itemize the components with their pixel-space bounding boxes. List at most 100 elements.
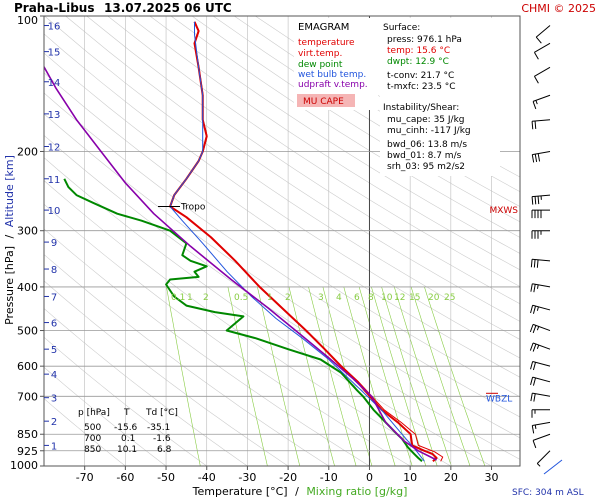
- altitude-tick-label: 10: [48, 206, 61, 217]
- series-wet-bulb-temp: [169, 21, 425, 462]
- x-tick-label: -10: [320, 471, 338, 484]
- altitude-tick-label: 2: [51, 417, 57, 428]
- table-cell: 6.8: [157, 445, 172, 455]
- altitude-tick-label: 3: [51, 394, 57, 405]
- wind-barb-feather: [532, 343, 537, 352]
- dry-adiabat: [65, 16, 520, 322]
- wind-barb-feather: [534, 196, 537, 205]
- plot-frame: [43, 15, 521, 467]
- surface-background: [380, 18, 500, 176]
- mixing-ratio-label: 25: [444, 293, 455, 303]
- legend-temperature: temperature: [298, 38, 355, 48]
- pressure-tick-label: 925: [17, 445, 38, 458]
- x-tick-label: -70: [76, 471, 94, 484]
- wind-barb-feather: [532, 377, 536, 386]
- surface-press: press: 976.1 hPa: [387, 35, 462, 45]
- legend: EMAGRAM temperature virt.temp. dew point…: [294, 18, 378, 110]
- mixing-ratio-label: 15: [409, 293, 420, 303]
- wind-barb-staff: [534, 66, 551, 77]
- pressure-tick-label: 850: [17, 428, 38, 441]
- mixing-ratio-label: 6: [354, 293, 360, 303]
- mucape-swatch: [297, 94, 355, 107]
- wind-barb-staff: [532, 433, 551, 441]
- wind-barb: [532, 94, 551, 110]
- level-table: p [hPa] T Td [°C] 500 -15.6 -35.1 700 0.…: [78, 408, 178, 455]
- wind-barb-half-feather: [536, 463, 541, 467]
- table-header-t: T: [123, 408, 130, 418]
- wind-barb-feather: [530, 283, 533, 292]
- wind-barb: [531, 150, 551, 163]
- pressure-tick-label: 400: [17, 281, 38, 294]
- table-header-td: Td [°C]: [145, 408, 178, 418]
- datetime-title: 13.07.2025 06 UTC: [104, 1, 232, 15]
- mixing-ratio-label: 10: [381, 293, 393, 303]
- wind-barb: [531, 230, 550, 239]
- wind-barb-feather: [532, 305, 536, 314]
- wind-barb-staff: [535, 25, 551, 38]
- instability-srh03: srh_03: 95 m2/s2: [387, 162, 465, 172]
- dry-adiabat: [44, 72, 520, 398]
- x-tick-label: 10: [403, 471, 417, 484]
- tropopause-label: Tropo: [180, 202, 206, 212]
- wind-barb-half-feather: [536, 306, 539, 311]
- x-tick-label: -30: [238, 471, 256, 484]
- table-cell: 500: [84, 423, 101, 433]
- wind-barb-feather: [533, 52, 539, 60]
- mixing-ratio-label: 1: [187, 293, 193, 303]
- wind-barb-feather: [537, 196, 540, 205]
- y-axis-label: Pressure [hPa]: [3, 246, 16, 325]
- pressure-tick-label: 700: [17, 390, 38, 403]
- wind-barb-half-feather: [535, 100, 538, 105]
- instability-mucape: mu_cape: 35 J/kg: [387, 115, 465, 125]
- mixing-ratio-label: 12: [394, 293, 405, 303]
- wind-barb: [531, 409, 550, 418]
- wind-barb-feather: [529, 342, 534, 351]
- surface-tmxfc: t-mxfc: 23.5 °C: [387, 82, 456, 92]
- wind-barb-feather: [530, 393, 533, 402]
- surface-panel: Surface: press: 976.1 hPa temp: 15.6 °C …: [380, 18, 500, 176]
- pressure-tick-label: 500: [17, 325, 38, 338]
- pressure-tick-label: 600: [17, 360, 38, 373]
- table-header-p: p [hPa]: [78, 408, 110, 418]
- altitude-tick-label: 16: [48, 22, 61, 33]
- mixing-ratio-label: 2: [285, 293, 291, 303]
- altitude-tick-label: 5: [51, 345, 57, 356]
- table-cell: 0.1: [121, 434, 135, 444]
- table-cell: 700: [84, 434, 101, 444]
- wind-barb: [529, 323, 551, 334]
- mixing-ratio-label: 20: [428, 293, 440, 303]
- wind-barb: [533, 66, 551, 84]
- wind-barb-half-feather: [536, 326, 540, 331]
- surface-temp: temp: 15.6 °C: [387, 46, 450, 56]
- instability-mucinh: mu_cinh: -117 J/kg: [387, 126, 471, 136]
- x-tick-label: -50: [157, 471, 175, 484]
- wind-barb-staff: [536, 450, 551, 464]
- legend-dew-point: dew point: [298, 60, 343, 70]
- x-tick-label: -20: [279, 471, 297, 484]
- legend-wet-bulb: wet bulb temp.: [298, 70, 366, 80]
- x-axis-separator: /: [295, 485, 299, 498]
- wind-barb-feather: [532, 101, 537, 110]
- wind-barb-feather: [532, 362, 536, 371]
- x-axis: -70 -60 -50 -40 -30 -20 -10 0 10 20 30: [76, 466, 499, 484]
- wind-barb-feather: [533, 76, 539, 84]
- x-axis-title: Temperature [°C] / Mixing ratio [g/kg]: [192, 485, 408, 498]
- altitude-tick-label: 6: [51, 319, 57, 330]
- wind-barb-staff: [532, 119, 551, 122]
- pressure-tick-label: 100: [17, 14, 38, 27]
- wind-barb: [530, 361, 551, 371]
- wind-barbs: [529, 25, 563, 475]
- legend-virt-temp: virt.temp.: [298, 49, 342, 59]
- mixing-ratio-labels: 0.1 1 2 0.5 1 2 3 4 6 8 10 12 15 20 25: [171, 293, 455, 303]
- instability-bwd01: bwd_01: 8.7 m/s: [387, 151, 462, 161]
- wind-barb: [531, 209, 550, 219]
- mixing-ratio-label: 0.1: [171, 293, 185, 303]
- x-tick-label: 20: [444, 471, 458, 484]
- instability-title: Instability/Shear:: [383, 103, 459, 113]
- wind-barb-feather: [531, 196, 534, 205]
- mxws-marker: MXWS: [489, 206, 518, 216]
- dry-adiabat: [212, 16, 520, 207]
